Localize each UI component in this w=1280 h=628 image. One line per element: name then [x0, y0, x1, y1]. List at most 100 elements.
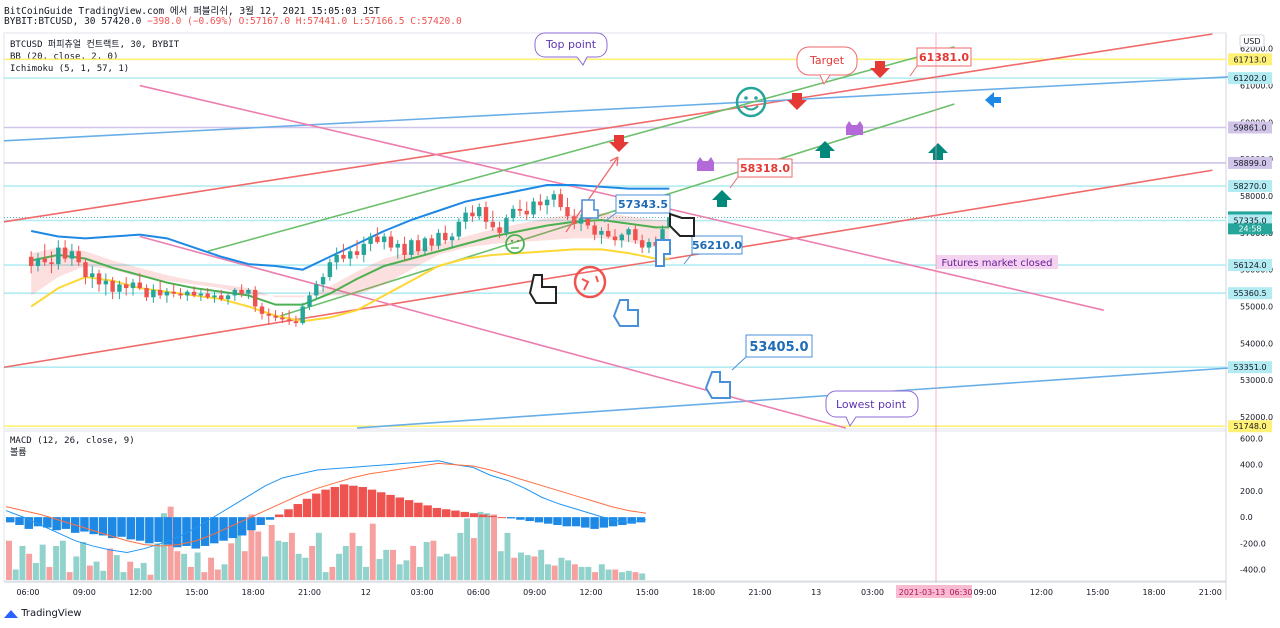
- volume-bar: [93, 561, 100, 580]
- lowest-point-label: Lowest point: [836, 398, 907, 411]
- volume-bar: [390, 549, 396, 580]
- candle-body: [286, 319, 292, 322]
- macd-hist-bar: [367, 489, 377, 518]
- price-note-61381[interactable]: 61381.0: [909, 47, 972, 77]
- volume-bar: [248, 514, 255, 580]
- legend-line1: BTCUSD 퍼피츄얼 컨트랙트, 30, BYBIT: [10, 39, 180, 50]
- volume-bar: [369, 523, 376, 580]
- arrow-down-icon-3: [609, 135, 629, 152]
- top-point-callout[interactable]: Top point: [534, 32, 608, 66]
- candle-body: [544, 199, 550, 206]
- smiley-icon: [735, 86, 767, 118]
- projection-arrow: [565, 156, 619, 233]
- volume-bar: [127, 561, 134, 580]
- time-tick-14: 13: [811, 588, 821, 597]
- candle-body: [117, 284, 122, 292]
- macd-legend-sub: 볼륨: [10, 447, 27, 458]
- price-note-58318[interactable]: 58318.0: [729, 158, 793, 189]
- macd-hist-bar: [386, 494, 395, 518]
- price-level-badge: [1228, 72, 1272, 85]
- price-level-label: 55360.5: [1233, 289, 1266, 298]
- macd-hist-bar: [562, 517, 571, 527]
- time-tick-20: 18:00: [1142, 588, 1165, 597]
- candle-body: [348, 251, 353, 259]
- macd-hist-bar: [451, 510, 460, 518]
- target-callout[interactable]: Target: [796, 46, 858, 86]
- candle-body: [83, 262, 88, 278]
- change: −398.0 (−0.69%): [147, 16, 233, 27]
- time-tick-21: 21:00: [1199, 588, 1222, 597]
- candle-body: [436, 232, 441, 246]
- time-tick-3: 15:00: [185, 588, 208, 597]
- macd-hist-bar: [553, 517, 562, 525]
- candle-body: [198, 293, 204, 296]
- macd-hist-bar: [24, 517, 34, 529]
- volume-bar: [120, 572, 127, 580]
- volume-bar: [423, 542, 430, 580]
- time-tick-19: 15:00: [1086, 588, 1109, 597]
- volume-bar: [154, 543, 161, 580]
- candle-body: [327, 262, 333, 278]
- macd-hist-bar: [247, 517, 256, 531]
- projection-arrow-head: [609, 156, 619, 167]
- macd-hist-bar: [200, 517, 210, 546]
- price-level-label: 57335.0: [1233, 217, 1266, 226]
- volume-bar: [201, 572, 208, 580]
- candle-body: [56, 247, 61, 265]
- volume-bar: [443, 553, 450, 580]
- candle-body: [606, 231, 611, 237]
- volume-bar: [160, 513, 167, 580]
- candle-body: [62, 247, 68, 259]
- date-badge: [896, 585, 972, 598]
- volume-bar: [464, 518, 471, 580]
- time-tick-17: 09:00: [974, 588, 997, 597]
- macd-hist-bar: [163, 517, 173, 545]
- candle-body: [42, 258, 47, 263]
- volume-bar: [531, 556, 538, 580]
- volume-bar: [625, 570, 632, 580]
- price-note-53405[interactable]: 53405.0: [731, 334, 813, 371]
- hand-pointer-icon-4: [655, 239, 671, 267]
- time-tick-7: 03:00: [411, 588, 434, 597]
- volume-bar: [565, 560, 572, 580]
- volume-bar: [598, 564, 605, 580]
- macd-hist-bar: [581, 517, 590, 528]
- candle-body: [368, 236, 373, 244]
- candle-body: [225, 295, 231, 300]
- macd-hist-bar: [627, 517, 636, 524]
- candle-body: [375, 236, 380, 243]
- macd-hist-bar: [395, 497, 405, 518]
- macd-hist-bar: [265, 517, 275, 520]
- volume-bar: [59, 540, 66, 580]
- candle-body: [524, 210, 529, 215]
- macd-tick-1: 400.0: [1240, 461, 1263, 470]
- candle-body: [110, 280, 115, 292]
- candle-body: [504, 218, 509, 233]
- macd-hist-bar: [89, 517, 98, 535]
- time-tick-1: 09:00: [73, 588, 96, 597]
- volume-bar: [396, 564, 403, 580]
- candle-body: [252, 289, 258, 307]
- price-level-label: 58270.0: [1233, 182, 1266, 191]
- price-note-57343[interactable]: 57343.5: [603, 194, 671, 223]
- volume-bar: [457, 532, 464, 580]
- high-value: H:57441.0: [295, 16, 348, 27]
- lowest-point-callout[interactable]: Lowest point: [825, 390, 919, 428]
- volume-bar: [376, 559, 383, 580]
- macd-hist-bar: [349, 485, 358, 518]
- price-level-label: 61202.0: [1233, 74, 1266, 83]
- candle-body: [490, 221, 496, 228]
- volume-bar: [497, 551, 504, 580]
- candle-body: [633, 229, 638, 241]
- price-note-56210[interactable]: 56210.0: [683, 235, 743, 265]
- tradingview-brand[interactable]: TradingView: [4, 608, 82, 619]
- chart[interactable]: BTCUSD 퍼피츄얼 컨트랙트, 30, BYBIT BB (20, clos…: [0, 30, 1280, 608]
- candle-body: [293, 321, 299, 324]
- macd-hist-bar: [460, 511, 469, 518]
- candle-body: [137, 282, 142, 289]
- macd-hist-bar: [108, 517, 117, 539]
- volume-bar: [639, 573, 646, 580]
- macd-hist-bar: [33, 517, 43, 527]
- candle-body: [646, 242, 652, 248]
- volume-bar: [113, 555, 120, 580]
